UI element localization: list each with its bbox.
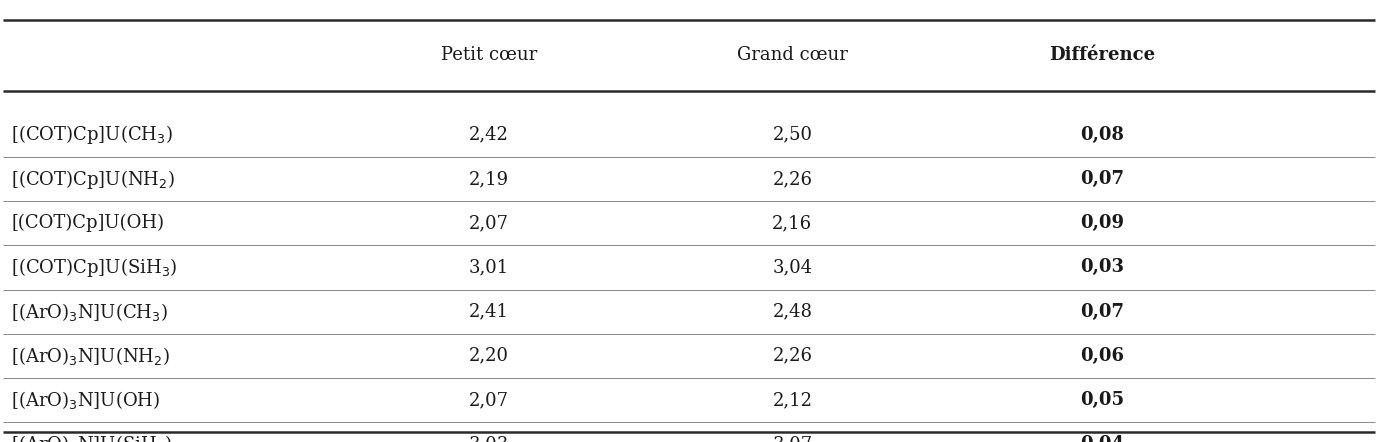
Text: 0,03: 0,03 [1080, 259, 1124, 276]
Text: 0,07: 0,07 [1080, 170, 1124, 188]
Text: 2,41: 2,41 [469, 303, 510, 320]
Text: 3,07: 3,07 [772, 435, 813, 442]
Text: [(COT)Cp]U(SiH$_3$): [(COT)Cp]U(SiH$_3$) [11, 256, 178, 279]
Text: [(ArO)$_3$N]U(CH$_3$): [(ArO)$_3$N]U(CH$_3$) [11, 301, 168, 323]
Text: [(COT)Cp]U(NH$_2$): [(COT)Cp]U(NH$_2$) [11, 168, 175, 191]
Text: 2,16: 2,16 [772, 214, 813, 232]
Text: 2,48: 2,48 [772, 303, 813, 320]
Text: 2,50: 2,50 [772, 126, 813, 144]
Text: [(ArO)$_3$N]U(OH): [(ArO)$_3$N]U(OH) [11, 389, 160, 411]
Text: [(ArO)$_3$N]U(NH$_2$): [(ArO)$_3$N]U(NH$_2$) [11, 345, 169, 367]
Text: 0,06: 0,06 [1080, 347, 1124, 365]
Text: 0,05: 0,05 [1080, 391, 1124, 409]
Text: 2,26: 2,26 [772, 347, 813, 365]
Text: 3,01: 3,01 [469, 259, 510, 276]
Text: 2,07: 2,07 [469, 391, 510, 409]
Text: [(ArO)$_3$N]U(SiH$_3$): [(ArO)$_3$N]U(SiH$_3$) [11, 433, 172, 442]
Text: 2,07: 2,07 [469, 214, 510, 232]
Text: Grand cœur: Grand cœur [737, 46, 847, 64]
Text: 0,08: 0,08 [1080, 126, 1124, 144]
Text: 2,42: 2,42 [470, 126, 508, 144]
Text: 2,19: 2,19 [469, 170, 510, 188]
Text: 0,04: 0,04 [1080, 435, 1124, 442]
Text: 3,04: 3,04 [772, 259, 813, 276]
Text: [(COT)Cp]U(CH$_3$): [(COT)Cp]U(CH$_3$) [11, 123, 172, 146]
Text: [(COT)Cp]U(OH): [(COT)Cp]U(OH) [11, 214, 164, 232]
Text: Petit cœur: Petit cœur [441, 46, 537, 64]
Text: 3,03: 3,03 [469, 435, 510, 442]
Text: 0,09: 0,09 [1080, 214, 1124, 232]
Text: 2,20: 2,20 [469, 347, 510, 365]
Text: 2,12: 2,12 [772, 391, 813, 409]
Text: 2,26: 2,26 [772, 170, 813, 188]
Text: Différence: Différence [1049, 46, 1156, 64]
Text: 0,07: 0,07 [1080, 303, 1124, 320]
